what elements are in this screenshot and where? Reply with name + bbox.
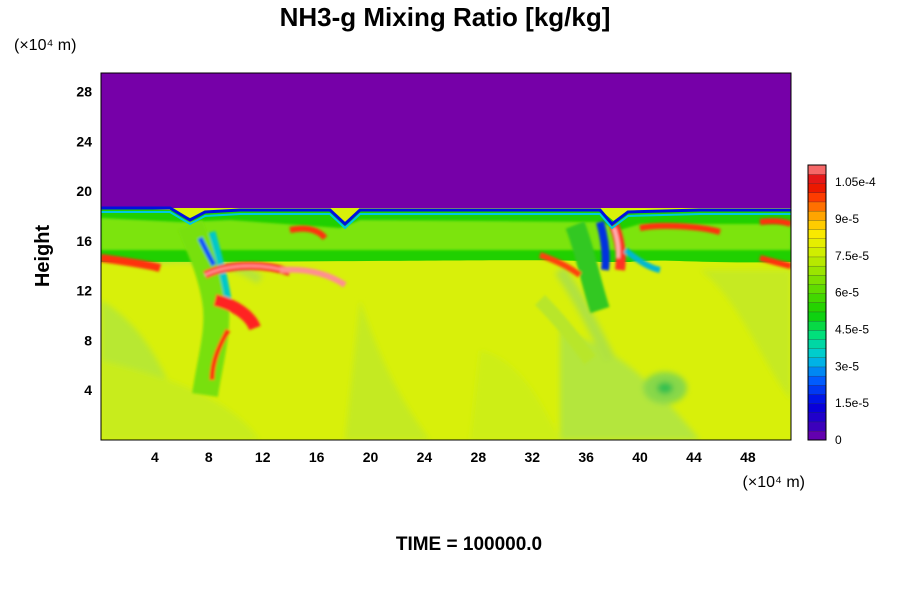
x-tick-label: 32 (524, 449, 540, 465)
x-tick-label: 44 (686, 449, 702, 465)
colorbar-swatch (807, 201, 827, 212)
colorbar: 0 1.5e-5 3e-5 4.5e-5 6e-5 7.5e-5 9e-5 1.05e-4 (807, 164, 876, 447)
colorbar-tick-label: 3e-5 (835, 359, 859, 373)
colorbar-swatch (807, 320, 827, 331)
colorbar-swatch (807, 219, 827, 230)
colorbar-tick-label: 9e-5 (835, 212, 859, 226)
x-tick-label: 16 (309, 449, 325, 465)
colorbar-swatch (807, 384, 827, 395)
colorbar-tick-label: 1.5e-5 (835, 396, 869, 410)
colorbar-swatch (807, 329, 827, 340)
upper-region-edge-cyan (101, 211, 791, 230)
y-axis: 4 8 12 16 20 24 28 (76, 84, 92, 399)
colorbar-swatch (807, 421, 827, 432)
time-label: TIME = 100000.0 (396, 534, 542, 555)
plot-frame (100, 72, 792, 441)
x-tick-label: 40 (632, 449, 648, 465)
colorbar-swatch (807, 247, 827, 258)
colorbar-frame (807, 164, 827, 441)
colorbar-swatch (807, 357, 827, 368)
y-tick-label: 28 (76, 84, 92, 100)
colorbar-tick-label: 1.05e-4 (835, 175, 876, 189)
colorbar-swatch (807, 348, 827, 358)
colorbar-swatch (807, 174, 827, 184)
colorbar-swatch (807, 366, 827, 377)
y-tick-label: 12 (76, 283, 92, 299)
colorbar-swatch (807, 265, 827, 276)
colorbar-swatch (807, 412, 827, 423)
colorbar-swatch (807, 311, 827, 322)
plume-left (101, 220, 347, 397)
y-axis-label: Height (32, 225, 54, 288)
x-unit-label: (×10⁴ m) (743, 474, 805, 491)
colorbar-swatch (807, 375, 827, 386)
y-tick-label: 20 (76, 183, 92, 199)
colorbar-tick-label: 6e-5 (835, 286, 859, 300)
x-tick-label: 36 (578, 449, 594, 465)
plume-right (535, 218, 791, 365)
colorbar-swatch (807, 183, 827, 193)
x-tick-label: 24 (417, 449, 433, 465)
y-unit-label: (×10⁴ m) (14, 37, 76, 54)
colorbar-swatch (807, 293, 827, 303)
colorbar-swatch (807, 256, 827, 267)
colorbar-swatch (807, 403, 827, 413)
colorbar-swatch (807, 210, 827, 221)
chart-title: NH3-g Mixing Ratio [kg/kg] (280, 2, 611, 32)
x-tick-label: 48 (740, 449, 756, 465)
colorbar-swatch (807, 192, 827, 203)
colorbar-swatch (807, 339, 827, 349)
colorbar-swatch (807, 430, 827, 441)
x-tick-label: 28 (471, 449, 487, 465)
x-tick-label: 12 (255, 449, 271, 465)
y-tick-label: 8 (84, 332, 92, 348)
upper-region-edge (101, 206, 791, 227)
plot-area (101, 73, 791, 440)
x-tick-label: 8 (205, 449, 213, 465)
x-tick-label: 20 (363, 449, 379, 465)
colorbar-swatch (807, 238, 827, 248)
upper-region (101, 73, 791, 208)
colorbar-tick-label: 4.5e-5 (835, 323, 869, 337)
colorbar-swatch (807, 229, 827, 239)
x-axis: 4 8 12 16 20 24 28 32 36 40 44 48 (151, 449, 756, 465)
colorbar-swatch (807, 284, 827, 294)
y-tick-label: 16 (76, 233, 92, 249)
x-tick-label: 4 (151, 449, 159, 465)
y-tick-label: 24 (76, 133, 92, 149)
colorbar-swatch (807, 302, 827, 313)
colorbar-swatch (807, 164, 827, 175)
colorbar-tick-label: 0 (835, 433, 842, 447)
y-tick-label: 4 (84, 382, 92, 398)
colorbar-tick-label: 7.5e-5 (835, 249, 869, 263)
colorbar-swatch (807, 274, 827, 285)
colorbar-swatch (807, 394, 827, 404)
